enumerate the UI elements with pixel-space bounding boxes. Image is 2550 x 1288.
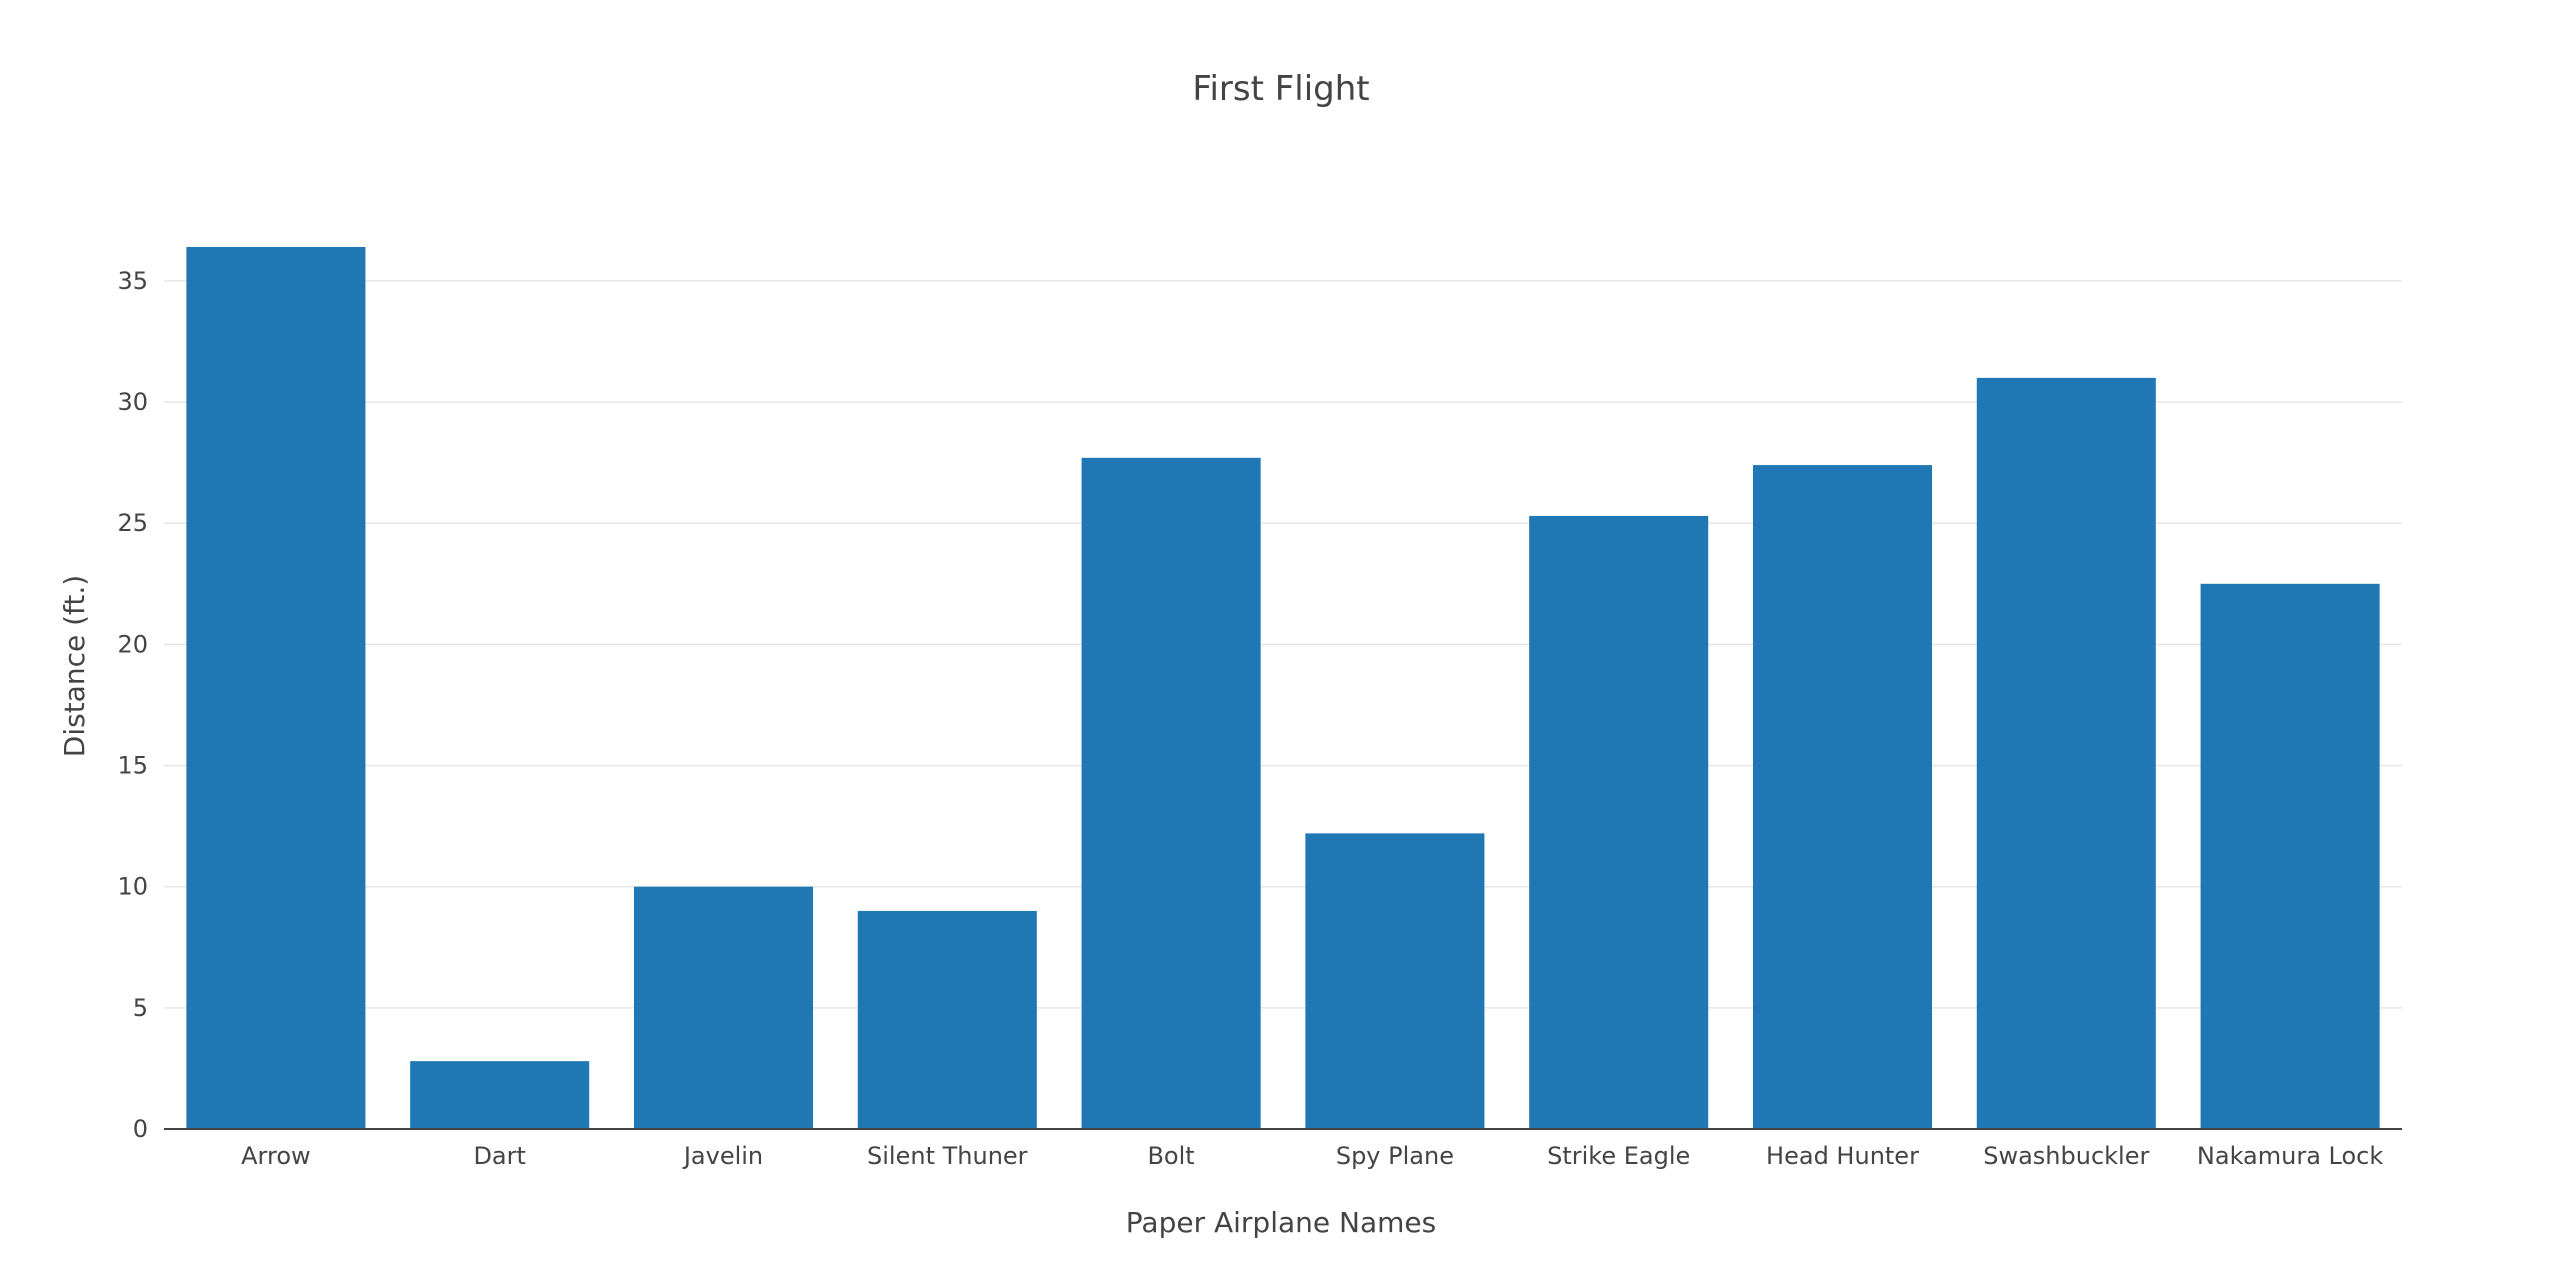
bar-arrow[interactable]: [186, 247, 366, 1129]
y-axis-title: Distance (ft.): [58, 575, 91, 757]
y-tick-label: 5: [133, 994, 148, 1022]
bars: [186, 247, 2380, 1130]
x-tick-label: Javelin: [682, 1142, 763, 1170]
x-tick-label: Dart: [473, 1142, 525, 1170]
y-tick-labels: 0 5 10 15 20 25 30 35: [117, 267, 148, 1143]
bar-dart[interactable]: [410, 1061, 590, 1129]
y-tick-label: 10: [117, 873, 148, 901]
x-tick-label: Swashbuckler: [1983, 1142, 2149, 1170]
x-tick-labels: Arrow Dart Javelin Silent Thuner Bolt Spy Pla…: [241, 1142, 2383, 1170]
gridlines: [164, 280, 2402, 1009]
bar-nakamura-lock[interactable]: [2200, 583, 2380, 1129]
x-tick-label: Spy Plane: [1336, 1142, 1454, 1170]
bar-swashbuckler[interactable]: [1976, 377, 2156, 1129]
chart-title: First Flight: [1192, 69, 1369, 109]
bar-bolt[interactable]: [1081, 457, 1261, 1129]
x-tick-label: Nakamura Lock: [2197, 1142, 2383, 1170]
x-tick-label: Silent Thuner: [867, 1142, 1028, 1170]
bar-javelin[interactable]: [633, 886, 814, 1129]
x-tick-label: Head Hunter: [1766, 1142, 1919, 1170]
y-tick-label: 15: [117, 752, 148, 780]
y-tick-label: 25: [117, 509, 148, 537]
y-tick-label: 35: [117, 267, 148, 295]
x-tick-label: Strike Eagle: [1547, 1142, 1690, 1170]
y-tick-label: 30: [117, 388, 148, 416]
bar-spy-plane[interactable]: [1305, 833, 1485, 1129]
y-tick-label: 20: [117, 630, 148, 658]
x-axis-title: Paper Airplane Names: [1126, 1206, 1436, 1239]
y-tick-label: 0: [133, 1115, 148, 1143]
bar-head-hunter[interactable]: [1752, 465, 1933, 1130]
bar-strike-eagle[interactable]: [1529, 515, 1709, 1129]
x-tick-label: Arrow: [241, 1142, 311, 1170]
x-tick-label: Bolt: [1147, 1142, 1194, 1170]
bar-silent-thuner[interactable]: [857, 910, 1037, 1129]
